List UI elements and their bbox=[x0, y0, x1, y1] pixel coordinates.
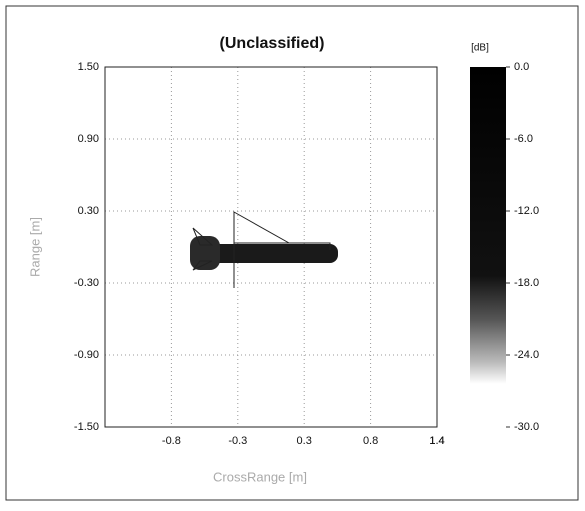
chart-title: (Unclassified) bbox=[220, 35, 325, 52]
x-axis-label: CrossRange [m] bbox=[213, 469, 307, 484]
x-tick-label: 1.4 bbox=[429, 435, 444, 447]
tail-fin bbox=[192, 260, 213, 271]
colorbar-tick-label: -6.0 bbox=[514, 133, 533, 145]
y-axis-label: Range [m] bbox=[27, 217, 42, 277]
colorbar-tick-label: -18.0 bbox=[514, 277, 539, 289]
target-return bbox=[190, 244, 338, 263]
colorbar-tick-label: -12.0 bbox=[514, 205, 539, 217]
colorbar-label: [dB] bbox=[471, 43, 489, 54]
x-tick-label: 1.4 bbox=[429, 435, 444, 447]
y-tick-label: 0.90 bbox=[78, 133, 99, 145]
tail-fin bbox=[192, 227, 214, 246]
plot-border bbox=[104, 66, 438, 428]
x-tick-label: -0.8 bbox=[162, 435, 181, 447]
target-return bbox=[190, 236, 220, 270]
fin-outline bbox=[233, 211, 291, 244]
y-tick-label: -0.90 bbox=[74, 349, 99, 361]
colorbar-tick-label: -24.0 bbox=[514, 349, 539, 361]
target-image bbox=[190, 211, 338, 288]
y-tick-label: -1.50 bbox=[74, 421, 99, 433]
body-outline bbox=[289, 242, 331, 250]
colorbar-tick-label: 0.0 bbox=[514, 61, 529, 73]
x-tick-label: 0.8 bbox=[363, 435, 378, 447]
colorbar bbox=[470, 67, 506, 427]
x-tick-label: 0.3 bbox=[297, 435, 312, 447]
colorbar-tick-label: -30.0 bbox=[514, 421, 539, 433]
frame bbox=[5, 5, 579, 501]
x-tick-label: -0.3 bbox=[228, 435, 247, 447]
y-tick-label: 0.30 bbox=[78, 205, 99, 217]
y-tick-label: 1.50 bbox=[78, 61, 99, 73]
y-tick-label: -0.30 bbox=[74, 277, 99, 289]
